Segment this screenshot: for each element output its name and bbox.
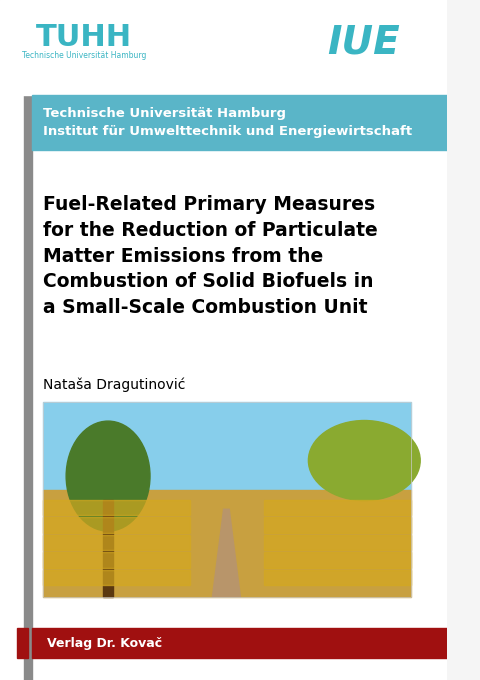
Bar bbox=[43, 402, 411, 597]
Text: TUHH: TUHH bbox=[36, 24, 132, 52]
Bar bbox=[264, 517, 411, 532]
Bar bbox=[43, 534, 190, 550]
Bar bbox=[17, 628, 28, 658]
Bar bbox=[264, 552, 411, 568]
Bar bbox=[32, 95, 447, 150]
Text: Verlag Dr. Kovač: Verlag Dr. Kovač bbox=[47, 636, 162, 649]
Bar bbox=[0, 0, 447, 95]
Bar bbox=[24, 0, 32, 680]
Text: Nataša Dragutinović: Nataša Dragutinović bbox=[43, 378, 185, 392]
Text: Institut für Umwelttechnik und Energiewirtschaft: Institut für Umwelttechnik und Energiewi… bbox=[43, 126, 412, 139]
Bar bbox=[43, 552, 190, 568]
Bar bbox=[43, 570, 190, 585]
Bar bbox=[43, 517, 190, 532]
Bar bbox=[103, 500, 113, 597]
Bar bbox=[43, 490, 411, 597]
Text: Technische Universität Hamburg: Technische Universität Hamburg bbox=[43, 107, 286, 120]
Ellipse shape bbox=[66, 421, 150, 531]
Bar bbox=[32, 628, 447, 658]
Text: Fuel-Related Primary Measures
for the Reduction of Particulate
Matter Emissions : Fuel-Related Primary Measures for the Re… bbox=[43, 195, 378, 317]
Bar bbox=[264, 570, 411, 585]
Polygon shape bbox=[213, 509, 240, 597]
Text: IUE: IUE bbox=[327, 23, 400, 61]
Bar bbox=[264, 534, 411, 550]
Text: Technische Universität Hamburg: Technische Universität Hamburg bbox=[22, 50, 146, 60]
Ellipse shape bbox=[308, 420, 420, 500]
Bar bbox=[43, 500, 190, 515]
Bar bbox=[264, 500, 411, 515]
Bar bbox=[43, 402, 411, 490]
